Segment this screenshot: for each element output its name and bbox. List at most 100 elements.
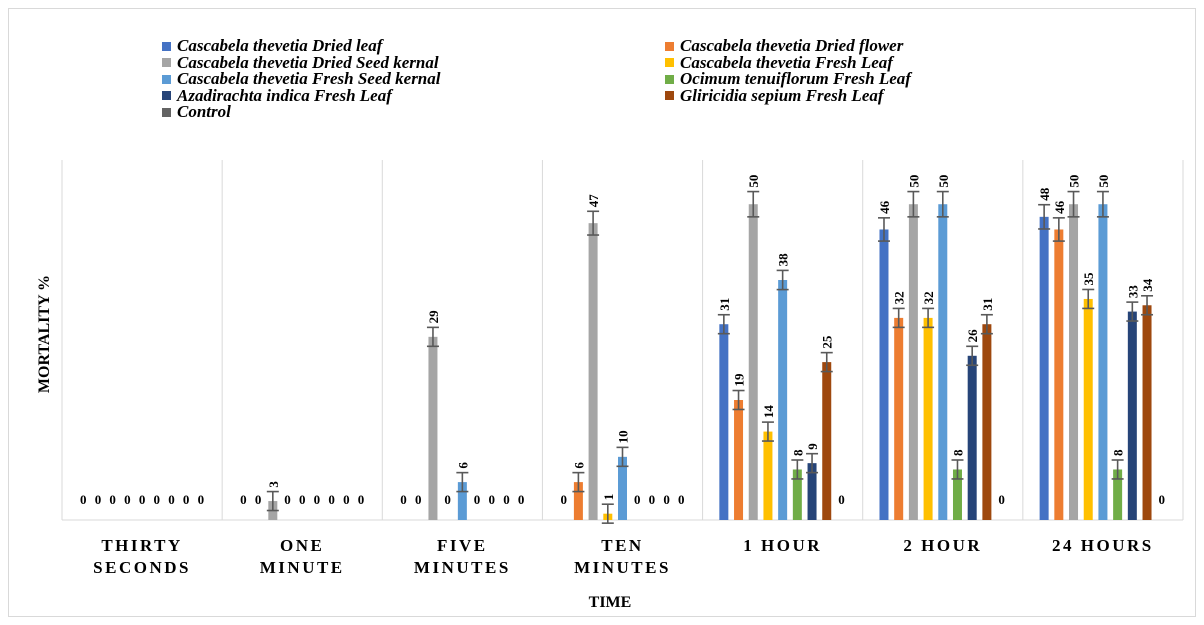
error-bar — [717, 313, 730, 335]
legend-swatch — [665, 74, 674, 84]
data-label: 48 — [1037, 187, 1052, 201]
data-label: 32 — [892, 291, 907, 304]
legend-label: Cascabela thevetia Fresh Seed kernal — [177, 69, 441, 88]
data-label: 6 — [455, 462, 470, 469]
data-label: 35 — [1081, 272, 1096, 286]
bar — [822, 362, 832, 520]
error-bar — [616, 446, 629, 468]
error-bar — [747, 190, 760, 218]
legend-label: Cascabela thevetia Dried flower — [680, 36, 904, 55]
bar — [807, 463, 817, 520]
bar — [938, 204, 948, 521]
data-label: 0 — [154, 492, 161, 507]
error-bar — [922, 307, 935, 329]
data-label: 0 — [560, 492, 567, 507]
error-bar — [1141, 294, 1154, 316]
bar — [952, 469, 962, 520]
legend-swatch — [665, 41, 674, 51]
error-bar — [572, 471, 585, 493]
data-label: 0 — [415, 492, 422, 507]
legend-swatch — [665, 91, 674, 100]
data-label: 0 — [518, 492, 525, 507]
bar — [588, 223, 598, 520]
data-label: 0 — [124, 492, 131, 507]
bar — [618, 456, 627, 520]
bar — [1127, 311, 1137, 520]
data-label: 0 — [109, 492, 116, 507]
data-label: 19 — [732, 373, 747, 387]
data-label: 1 — [601, 494, 616, 501]
data-label: 31 — [980, 298, 995, 311]
data-label: 0 — [489, 492, 496, 507]
error-bar — [907, 190, 920, 218]
bar — [1083, 298, 1093, 520]
bar — [719, 324, 729, 520]
data-label: 8 — [790, 449, 805, 456]
bar — [748, 204, 758, 521]
error-bar — [732, 389, 745, 411]
category-label: TEN MINUTES — [574, 536, 671, 577]
error-bar — [892, 307, 905, 329]
data-label: 0 — [168, 492, 175, 507]
data-label: 31 — [717, 298, 732, 311]
error-bar — [936, 190, 949, 218]
data-label: 0 — [634, 492, 641, 507]
data-label: 6 — [571, 462, 586, 469]
data-label: 14 — [761, 405, 776, 419]
error-bar — [966, 345, 979, 367]
data-label: 46 — [1052, 200, 1067, 214]
error-bar — [820, 351, 833, 373]
data-label: 0 — [998, 492, 1005, 507]
bar — [1113, 469, 1123, 520]
error-bar — [951, 459, 964, 480]
chart-frame — [8, 8, 1196, 617]
bar — [734, 400, 744, 520]
data-label: 0 — [284, 492, 291, 507]
legend-swatch — [162, 41, 171, 51]
data-label: 0 — [503, 492, 510, 507]
data-label: 10 — [616, 430, 631, 443]
data-label: 50 — [1067, 175, 1082, 188]
data-label: 32 — [921, 291, 936, 304]
bar — [923, 317, 933, 520]
data-label: 0 — [139, 492, 146, 507]
legend: Cascabela thevetia Dried leaf Cascabela t… — [0, 0, 1204, 150]
data-label: 38 — [776, 253, 791, 267]
legend-label: Ocimum tenuiflorum Fresh Leaf — [680, 69, 911, 88]
error-bar — [1052, 217, 1065, 242]
bar — [879, 229, 889, 520]
bar — [982, 324, 992, 520]
category-label: 24 HOURS — [1052, 536, 1154, 555]
data-label: 8 — [1111, 449, 1126, 456]
data-label: 50 — [906, 175, 921, 188]
data-label: 33 — [1125, 285, 1140, 299]
legend-label: Cascabela thevetia Dried leaf — [177, 36, 383, 55]
error-bar — [806, 452, 819, 474]
data-label: 29 — [426, 310, 441, 324]
legend-swatch — [162, 91, 171, 100]
legend-item: Gliricidia sepium Fresh Leaf — [665, 86, 884, 106]
bar — [1069, 204, 1079, 521]
data-label: 0 — [299, 492, 306, 507]
data-label: 46 — [877, 200, 892, 214]
category-label: THIRTY SECONDS — [93, 536, 191, 577]
x-axis-label: TIME — [588, 594, 632, 611]
data-label: 3 — [266, 481, 281, 488]
error-bar — [1111, 459, 1124, 480]
data-label: 47 — [586, 194, 601, 208]
data-label: 50 — [746, 175, 761, 188]
bar — [778, 280, 788, 520]
bar — [457, 482, 467, 520]
bar — [1039, 216, 1049, 520]
legend-item: Cascabela thevetia Dried leaf — [162, 36, 382, 56]
legend-label: Control — [177, 102, 231, 121]
data-label: 0 — [678, 492, 685, 507]
data-label: 26 — [965, 329, 980, 343]
error-bar — [426, 326, 439, 348]
y-axis-label: MORTALITY % — [36, 274, 53, 394]
bar — [1098, 204, 1108, 521]
error-bar — [1082, 288, 1095, 310]
legend-swatch — [665, 58, 674, 67]
legend-item: Cascabela thevetia Dried flower — [665, 36, 903, 56]
